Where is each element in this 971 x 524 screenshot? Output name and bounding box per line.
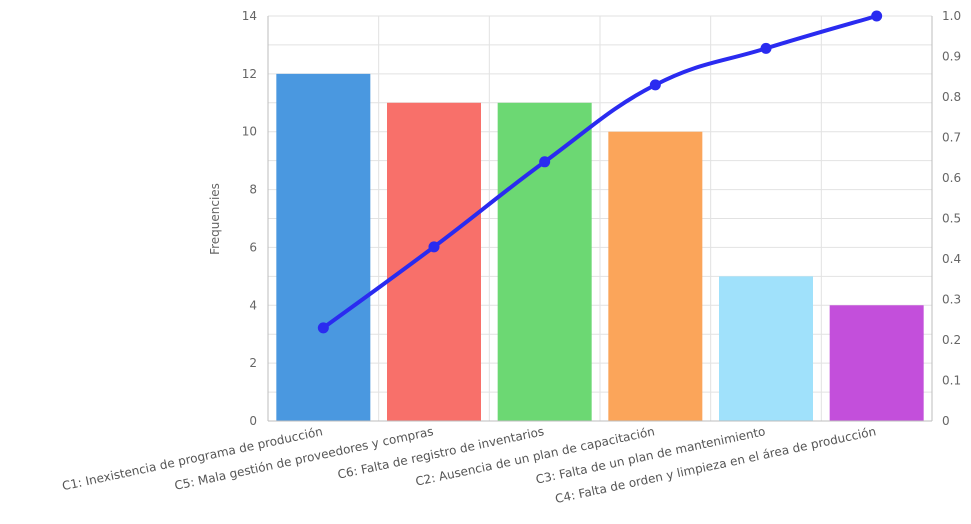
bar (608, 131, 703, 421)
y-tick-label: 10 (242, 125, 257, 139)
y2-tick-label: 0.6 (942, 171, 961, 185)
line-point (760, 42, 772, 54)
y2-tick-label: 0.1 (942, 374, 961, 388)
line-point (428, 241, 440, 253)
y-tick-label: 14 (242, 9, 257, 23)
cumulative-line (322, 14, 878, 330)
cumulative-line-series (317, 10, 883, 334)
axes (267, 16, 933, 422)
bar (276, 73, 371, 421)
bar (829, 305, 924, 421)
y-tick-label: 8 (249, 183, 257, 197)
y-axis-title: Frequencies (208, 183, 222, 255)
y2-tick-label: 0.9 (942, 50, 961, 64)
line-point (539, 156, 551, 168)
bar (719, 276, 813, 421)
y-tick-label: 6 (249, 240, 257, 254)
y2-tick-label: 0.4 (942, 252, 961, 266)
right-axis-ticks: 0 0.1 0.2 0.3 0.4 0.5 0.6 0.7 0.8 0.9 1.0 (942, 9, 961, 428)
y2-tick-label: 0.7 (942, 131, 961, 145)
bar-series (276, 73, 924, 422)
y2-tick-label: 0.5 (942, 212, 961, 226)
line-point (871, 10, 883, 22)
left-axis-ticks: 0 2 4 6 8 10 12 14 (242, 9, 257, 428)
y-tick-label: 0 (249, 414, 257, 428)
line-point (317, 322, 329, 334)
bar (387, 102, 481, 422)
y-tick-label: 4 (249, 298, 257, 312)
y2-tick-label: 0 (942, 414, 950, 428)
y2-tick-label: 0.2 (942, 333, 961, 347)
category-labels: C1: Inexistencia de programa de producci… (61, 424, 877, 506)
y2-tick-label: 0.8 (942, 90, 961, 104)
y2-tick-label: 1.0 (942, 9, 961, 23)
y-tick-label: 2 (249, 356, 257, 370)
bar (497, 102, 592, 422)
y2-tick-label: 0.3 (942, 293, 961, 307)
line-point (649, 79, 661, 91)
y-tick-label: 12 (242, 67, 257, 81)
